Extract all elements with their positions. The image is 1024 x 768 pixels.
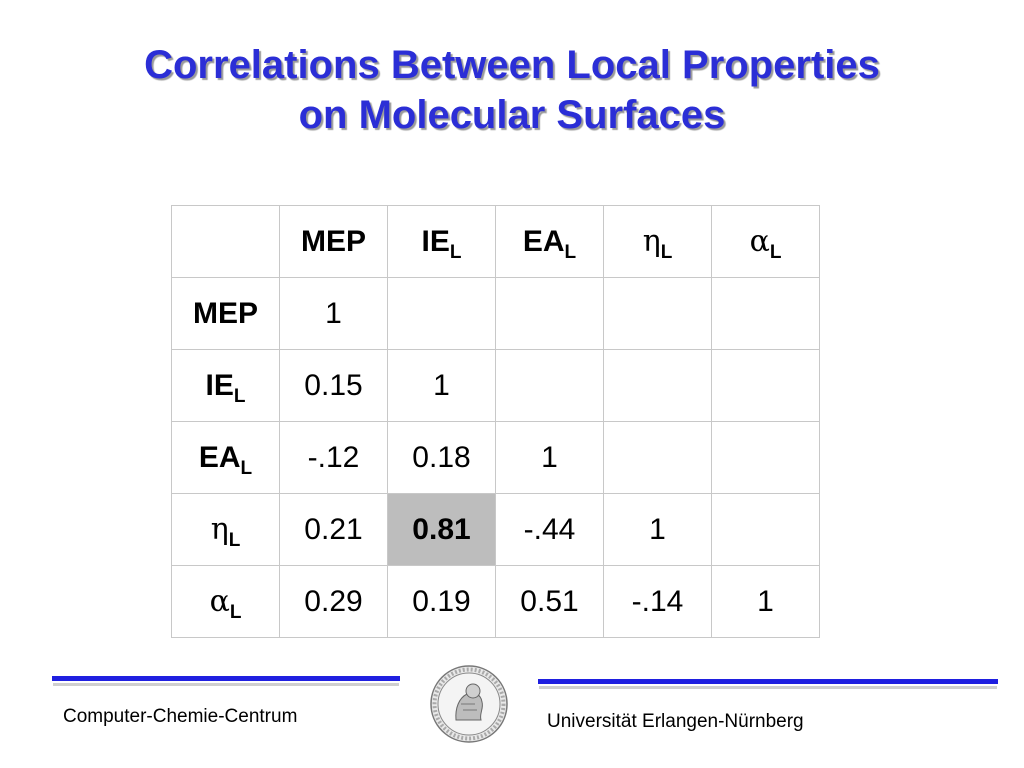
row-label-eta: ηL xyxy=(171,493,280,566)
table-cell xyxy=(603,349,712,422)
correlation-table: MEP IEL EAL ηL αL MEP 1 IEL 0.15 1 EAL -… xyxy=(171,205,820,638)
table-cell xyxy=(711,493,820,566)
table-cell: 0.51 xyxy=(495,565,604,638)
table-cell: 0.18 xyxy=(387,421,496,494)
table-cell xyxy=(711,349,820,422)
row-label-ea: EAL xyxy=(171,421,280,494)
table-row: ηL 0.21 0.81 -.44 1 xyxy=(171,493,820,566)
footer-bar-right xyxy=(538,679,998,684)
table-cell: -.44 xyxy=(495,493,604,566)
title-line-2: on Molecular Surfaces xyxy=(298,93,726,137)
table-cell xyxy=(603,277,712,350)
highlighted-cell: 0.81 xyxy=(387,493,496,566)
table-cell xyxy=(603,421,712,494)
row-label-alpha: αL xyxy=(171,565,280,638)
table-cell xyxy=(711,277,820,350)
table-cell xyxy=(495,277,604,350)
table-cell: 0.29 xyxy=(279,565,388,638)
table-cell xyxy=(387,277,496,350)
header-cell-corner xyxy=(171,205,280,278)
table-cell: 0.15 xyxy=(279,349,388,422)
table-row: MEP 1 xyxy=(171,277,820,350)
row-label-ie: IEL xyxy=(171,349,280,422)
table-cell xyxy=(495,349,604,422)
university-seal-icon xyxy=(430,665,508,743)
table-cell xyxy=(711,421,820,494)
header-cell-eta: ηL xyxy=(603,205,712,278)
header-cell-mep: MEP xyxy=(279,205,388,278)
footer-bar-left xyxy=(52,676,400,681)
footer-left-text: Computer-Chemie-Centrum xyxy=(63,706,298,727)
table-cell: 0.19 xyxy=(387,565,496,638)
header-row: MEP IEL EAL ηL αL xyxy=(171,205,820,278)
table-row: IEL 0.15 1 xyxy=(171,349,820,422)
table-row: αL 0.29 0.19 0.51 -.14 1 xyxy=(171,565,820,638)
row-label-mep: MEP xyxy=(171,277,280,350)
table-cell: -.14 xyxy=(603,565,712,638)
table-cell: 1 xyxy=(387,349,496,422)
footer-right-text: Universität Erlangen-Nürnberg xyxy=(547,711,804,732)
header-cell-ie: IEL xyxy=(387,205,496,278)
table-cell: 1 xyxy=(279,277,388,350)
table-row: EAL -.12 0.18 1 xyxy=(171,421,820,494)
table-cell: 1 xyxy=(711,565,820,638)
table-cell: 1 xyxy=(495,421,604,494)
header-cell-alpha: αL xyxy=(711,205,820,278)
title-line-1: Correlations Between Local Properties xyxy=(144,43,880,87)
header-cell-ea: EAL xyxy=(495,205,604,278)
table-cell: -.12 xyxy=(279,421,388,494)
table-cell: 1 xyxy=(603,493,712,566)
slide-title: Correlations Between Local Properties on… xyxy=(0,40,1024,140)
table-cell: 0.21 xyxy=(279,493,388,566)
